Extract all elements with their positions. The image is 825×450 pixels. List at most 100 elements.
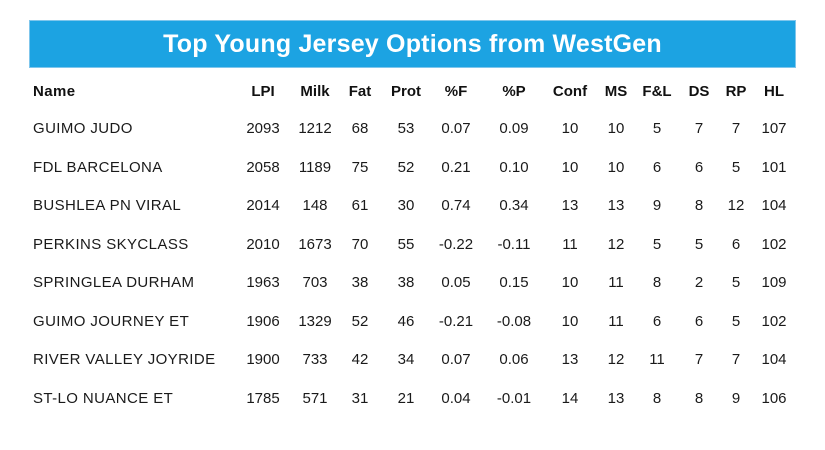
column-header-prot: Prot	[391, 83, 421, 100]
column-header-milk: Milk	[300, 83, 330, 100]
table-cell-conf: 10	[561, 312, 579, 330]
table-cell-rp: 7	[731, 351, 741, 368]
table-cell-pct-p: 0.09	[499, 120, 529, 137]
table-cell-fat: 70	[351, 235, 369, 253]
table-cell-pct-p: -0.01	[496, 389, 532, 407]
table-cell-prot: 21	[397, 389, 415, 407]
table-cell-milk: 571	[302, 389, 328, 407]
column-header-fandl: F&L	[642, 83, 672, 100]
table-cell-pct-f: -0.22	[438, 235, 474, 253]
table-cell-pct-f: 0.21	[441, 158, 471, 176]
table-cell-ms: 13	[607, 197, 625, 214]
table-cell-pct-f: 0.74	[441, 197, 471, 214]
column-header-fat: Fat	[348, 83, 372, 100]
table-cell-prot: 30	[397, 197, 415, 214]
table-cell-hl: 107	[761, 120, 787, 137]
table-cell-hl: 102	[761, 312, 787, 330]
table-cell-ds: 7	[694, 120, 704, 137]
table-cell-pct-f: -0.21	[438, 312, 474, 330]
table-cell-milk: 1329	[298, 312, 332, 330]
table-cell-ds: 7	[694, 351, 704, 368]
table-cell-rp: 5	[731, 274, 741, 291]
table-cell-fat: 42	[351, 351, 369, 368]
table-cell-fandl: 6	[652, 312, 662, 330]
table-cell-pct-p: 0.06	[499, 351, 529, 368]
table-cell-fat: 61	[351, 197, 369, 214]
table-cell-pct-p: 0.10	[499, 158, 529, 176]
bull-name-cell: PERKINS SKYCLASS	[33, 235, 189, 253]
bull-name-cell: BUSHLEA PN VIRAL	[33, 197, 182, 214]
table-cell-lpi: 1963	[246, 274, 280, 291]
table-cell-fat: 38	[351, 274, 369, 291]
bull-name-cell: FDL BARCELONA	[33, 158, 163, 176]
column-header-name: Name	[33, 83, 76, 100]
table-cell-ds: 2	[694, 274, 704, 291]
table-cell-ms: 13	[607, 389, 625, 407]
table-cell-conf: 10	[561, 158, 579, 176]
column-header-hl: HL	[764, 83, 784, 100]
table-cell-prot: 38	[397, 274, 415, 291]
table-cell-hl: 101	[761, 158, 787, 176]
column-header-pct-p: %P	[502, 83, 526, 100]
table-cell-prot: 52	[397, 158, 415, 176]
chart-title: Top Young Jersey Options from WestGen	[163, 29, 662, 58]
bull-name-cell: GUIMO JOURNEY ET	[33, 312, 190, 330]
table-cell-conf: 11	[562, 235, 578, 253]
column-header-ds: DS	[688, 83, 710, 100]
table-cell-conf: 14	[561, 389, 579, 407]
table-cell-conf: 13	[561, 197, 579, 214]
table-cell-ds: 5	[694, 235, 704, 253]
table-cell-fat: 31	[351, 389, 369, 407]
table-cell-ms: 10	[607, 120, 625, 137]
table-cell-pct-f: 0.04	[441, 389, 471, 407]
table-cell-conf: 10	[561, 274, 579, 291]
column-header-conf: Conf	[552, 83, 588, 100]
table-cell-prot: 34	[397, 351, 415, 368]
table-cell-lpi: 2014	[246, 197, 280, 214]
column-header-pct-f: %F	[444, 83, 468, 100]
table-cell-milk: 1673	[298, 235, 332, 253]
bull-name-cell: RIVER VALLEY JOYRIDE	[33, 351, 216, 368]
table-cell-fandl: 5	[652, 120, 662, 137]
table-cell-rp: 12	[727, 197, 745, 214]
table-cell-fat: 52	[351, 312, 369, 330]
table-cell-rp: 5	[731, 312, 741, 330]
table-cell-conf: 10	[561, 120, 579, 137]
table-cell-pct-f: 0.07	[441, 120, 471, 137]
table-cell-fandl: 8	[652, 389, 662, 407]
table-cell-fandl: 6	[652, 158, 662, 176]
table-cell-lpi: 1900	[246, 351, 280, 368]
table-cell-milk: 733	[302, 351, 328, 368]
table-cell-prot: 55	[397, 235, 415, 253]
table-cell-ds: 8	[694, 197, 704, 214]
table-cell-hl: 106	[761, 389, 787, 407]
table-cell-milk: 1189	[298, 158, 332, 176]
column-header-rp: RP	[725, 83, 747, 100]
table-cell-pct-p: 0.34	[499, 197, 529, 214]
table-cell-rp: 7	[731, 120, 741, 137]
table-cell-lpi: 2093	[246, 120, 280, 137]
table-cell-prot: 46	[397, 312, 415, 330]
table-cell-milk: 703	[302, 274, 328, 291]
table-cell-ms: 11	[608, 312, 624, 330]
table-cell-hl: 104	[761, 197, 787, 214]
table-cell-pct-p: 0.15	[499, 274, 529, 291]
table-cell-pct-f: 0.07	[441, 351, 471, 368]
table-cell-conf: 13	[561, 351, 579, 368]
table-cell-hl: 109	[761, 274, 787, 291]
table-cell-prot: 53	[397, 120, 415, 137]
bull-name-cell: ST-LO NUANCE ET	[33, 389, 174, 407]
bull-name-cell: GUIMO JUDO	[33, 120, 133, 137]
table-cell-hl: 102	[761, 235, 787, 253]
table-cell-ds: 6	[694, 312, 704, 330]
bull-name-cell: SPRINGLEA DURHAM	[33, 274, 195, 291]
table-cell-ms: 12	[607, 351, 625, 368]
table-cell-milk: 1212	[298, 120, 332, 137]
table-cell-fandl: 5	[652, 235, 662, 253]
table-cell-lpi: 2058	[246, 158, 280, 176]
table-cell-lpi: 2010	[246, 235, 280, 253]
column-header-lpi: LPI	[251, 83, 275, 100]
table-cell-ms: 12	[607, 235, 625, 253]
table-cell-hl: 104	[761, 351, 787, 368]
